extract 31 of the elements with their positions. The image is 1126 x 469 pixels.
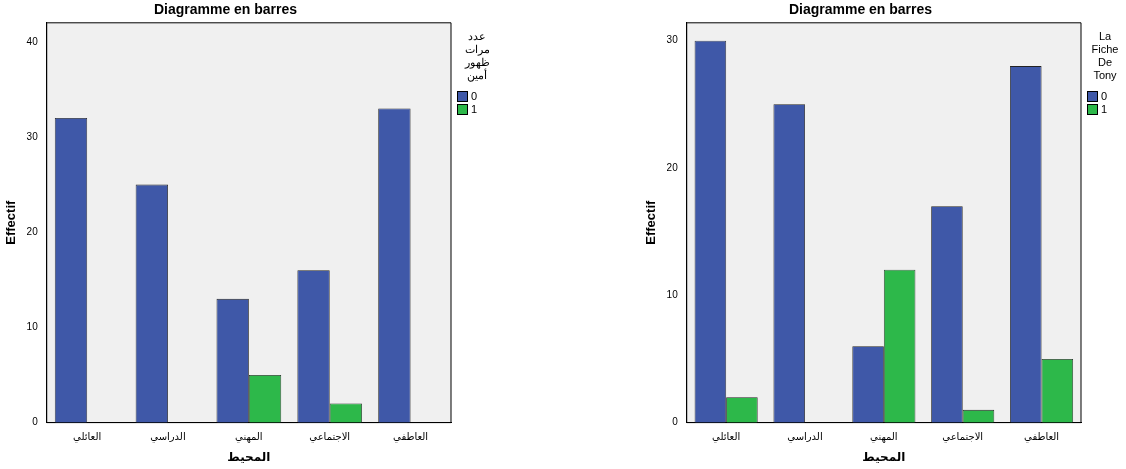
chart-title: Diagramme en barres: [153, 1, 298, 18]
x-tick-label: العاطفي: [393, 431, 429, 444]
x-tick-label: الدراسي: [787, 431, 823, 444]
y-tick-label: 0: [32, 416, 39, 428]
x-tick-label: الاجتماعي: [309, 431, 351, 444]
x-axis-title: المحيط: [227, 449, 271, 464]
x-tick-label: الاجتماعي: [942, 431, 984, 444]
legend-title: La Fiche De Tony: [1090, 30, 1120, 82]
y-axis-title: Effectif: [643, 200, 659, 245]
legend-label: 0: [471, 90, 478, 103]
x-tick-label: الدراسي: [150, 431, 186, 444]
legend-label: 0: [1101, 90, 1108, 103]
chart-title: Diagramme en barres: [788, 1, 933, 18]
y-tick-label: 20: [666, 161, 679, 173]
y-tick-label: 10: [26, 321, 39, 333]
legend-label: 1: [471, 103, 478, 116]
y-tick-label: 40: [26, 35, 39, 47]
y-tick-label: 30: [666, 34, 679, 46]
y-axis-title: Effectif: [3, 200, 19, 245]
x-tick-label: المهني: [870, 431, 898, 444]
x-tick-label: العائلي: [712, 431, 741, 444]
y-tick-label: 10: [666, 289, 679, 301]
y-tick-label: 20: [26, 225, 39, 237]
legend-title: عدد مرات ظهور أمين: [463, 30, 491, 82]
y-tick-label: 30: [26, 130, 39, 142]
y-tick-label: 0: [672, 416, 679, 428]
x-tick-label: العاطفي: [1024, 431, 1060, 444]
legend-label: 1: [1101, 103, 1108, 116]
x-axis-title: المحيط: [862, 449, 906, 464]
x-tick-label: العائلي: [73, 431, 102, 444]
x-tick-label: المهني: [235, 431, 263, 444]
